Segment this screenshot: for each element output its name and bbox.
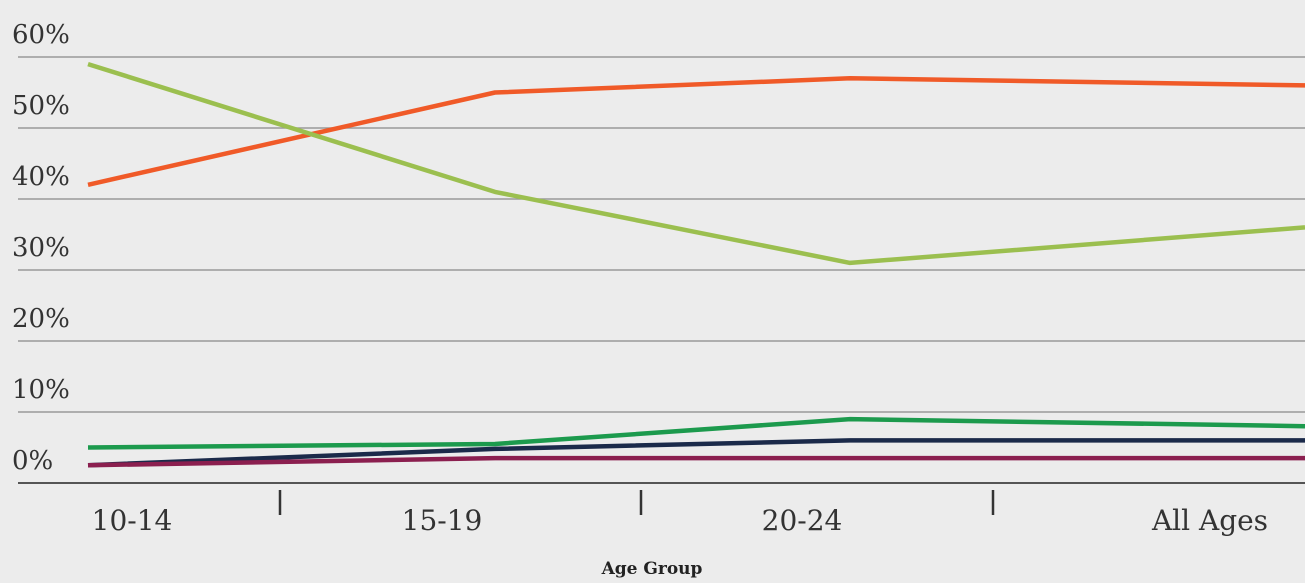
x-tick-label: All Ages [1151,504,1268,537]
y-tick-label: 40% [12,162,70,192]
series-line [87,455,1305,468]
y-tick-label: 60% [12,20,70,50]
y-tick-label: 30% [12,233,70,263]
series-lines [87,61,1305,468]
x-tick-label: 15-19 [402,504,483,537]
y-axis-ticks: 0% 10% 20% 30% 40% 50% 60% [12,20,70,476]
x-axis-title: Age Group [601,559,703,579]
series-line [87,416,1305,450]
x-tick-label: 20-24 [762,504,843,537]
series-line [87,61,1305,266]
y-tick-label: 0% [12,446,53,476]
y-tick-label: 10% [12,375,70,405]
x-axis: 10-14 15-19 20-24 All Ages [92,490,1268,537]
y-tick-label: 50% [12,91,70,121]
gridlines [18,56,1305,484]
y-tick-label: 20% [12,304,70,334]
x-tick-label: 10-14 [92,504,173,537]
series-line [87,438,1305,468]
series-line [87,76,1305,187]
